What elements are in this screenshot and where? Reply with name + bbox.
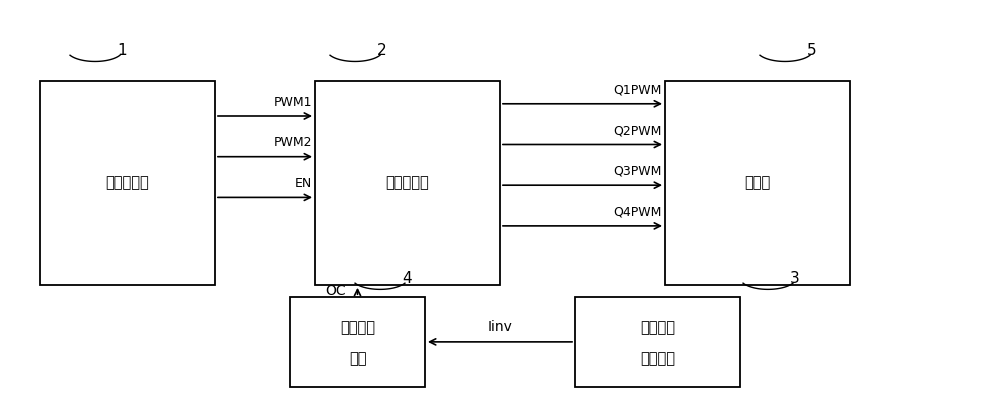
Text: OC: OC (325, 284, 346, 298)
FancyBboxPatch shape (315, 81, 500, 285)
Text: Q1PWM: Q1PWM (614, 83, 662, 96)
Text: Q2PWM: Q2PWM (614, 124, 662, 137)
FancyBboxPatch shape (665, 81, 850, 285)
Text: 第二控制器: 第二控制器 (386, 176, 429, 190)
Text: PWM1: PWM1 (274, 96, 312, 109)
Text: 3: 3 (790, 271, 800, 286)
Text: 4: 4 (402, 271, 412, 286)
FancyBboxPatch shape (290, 297, 425, 387)
Text: EN: EN (295, 177, 312, 190)
Text: 2: 2 (377, 44, 387, 58)
Text: 逆变器: 逆变器 (744, 176, 771, 190)
Text: PWM2: PWM2 (274, 136, 312, 149)
Text: 第一控制器: 第一控制器 (106, 176, 149, 190)
FancyBboxPatch shape (40, 81, 215, 285)
Text: 5: 5 (807, 44, 817, 58)
Text: 检测电路: 检测电路 (640, 351, 675, 365)
Text: Q4PWM: Q4PWM (614, 206, 662, 219)
FancyBboxPatch shape (575, 297, 740, 387)
Text: 逆变电流: 逆变电流 (640, 320, 675, 335)
Text: 电路: 电路 (349, 351, 366, 365)
Text: 1: 1 (117, 44, 127, 58)
Text: 过流发生: 过流发生 (340, 320, 375, 335)
Text: Q3PWM: Q3PWM (614, 165, 662, 178)
Text: Iinv: Iinv (488, 320, 512, 334)
